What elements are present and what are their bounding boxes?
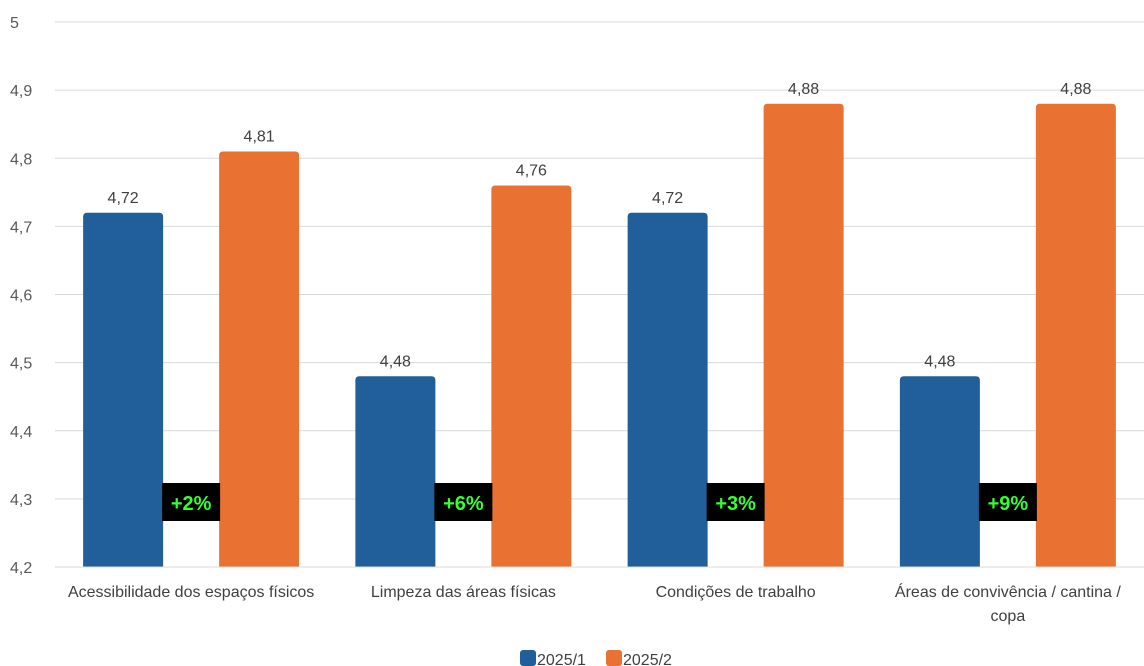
y-tick-label: 4,4 <box>10 424 32 441</box>
data-label: 4,76 <box>516 163 547 180</box>
change-badge <box>706 483 765 521</box>
y-tick-label: 4,7 <box>10 219 32 236</box>
legend-label: 2025/2 <box>623 652 672 666</box>
bar-2025-1 <box>83 212 164 567</box>
change-badge-text: +2% <box>171 493 212 515</box>
category-label: Acessibilidade dos espaços físicos <box>68 584 314 601</box>
y-tick-label: 4,5 <box>10 356 32 373</box>
data-label: 4,88 <box>788 81 819 98</box>
bar-2025-1 <box>899 376 980 567</box>
category-label: Áreas de convivência / cantina / <box>895 582 1121 601</box>
change-badge <box>978 483 1037 521</box>
bar-2025-1 <box>627 212 708 567</box>
y-tick-label: 5 <box>10 15 19 32</box>
legend-swatch <box>520 650 536 666</box>
data-label: 4,81 <box>244 128 275 145</box>
change-badge-text: +3% <box>715 493 756 515</box>
legend-swatch <box>606 650 622 666</box>
bar-2025-1 <box>355 376 436 567</box>
bar-2025-2 <box>219 151 300 567</box>
y-tick-label: 4,9 <box>10 83 32 100</box>
data-label: 4,88 <box>1060 81 1091 98</box>
category-label: Limpeza das áreas físicas <box>371 584 556 601</box>
data-label: 4,48 <box>380 353 411 370</box>
legend-label: 2025/1 <box>537 652 586 666</box>
y-tick-label: 4,8 <box>10 151 32 168</box>
y-tick-label: 4,2 <box>10 560 32 577</box>
data-label: 4,72 <box>108 190 139 207</box>
data-label: 4,48 <box>924 353 955 370</box>
bar-2025-2 <box>1035 103 1116 567</box>
y-tick-label: 4,3 <box>10 492 32 509</box>
change-badge-text: +6% <box>443 493 484 515</box>
bar-2025-2 <box>491 185 572 567</box>
y-tick-label: 4,6 <box>10 288 32 305</box>
category-label: copa <box>991 608 1026 625</box>
change-badge-text: +9% <box>988 493 1029 515</box>
data-label: 4,72 <box>652 190 683 207</box>
category-label: Condições de trabalho <box>656 584 816 601</box>
bar-2025-2 <box>763 103 844 567</box>
change-badge <box>162 483 221 521</box>
change-badge <box>434 483 493 521</box>
